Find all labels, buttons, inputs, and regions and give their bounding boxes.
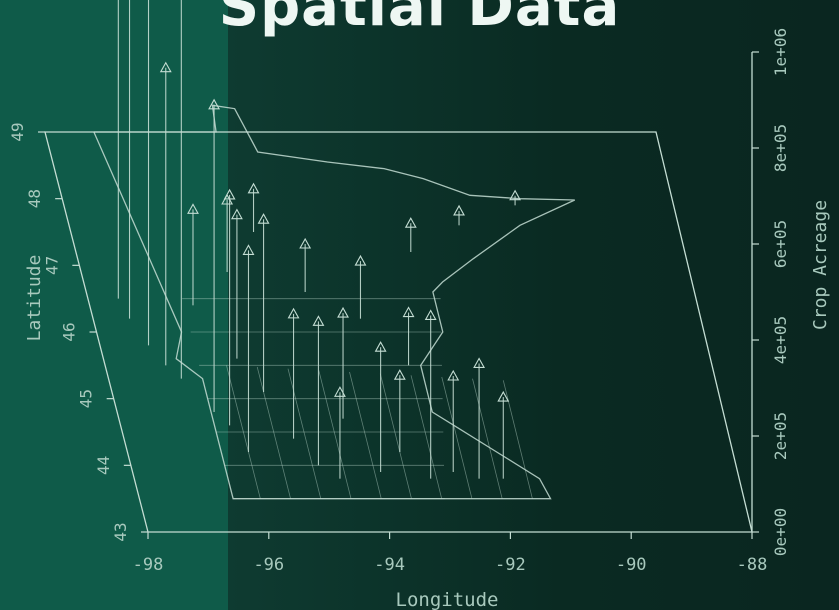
x-axis-label: Longitude (396, 589, 499, 610)
county-gridline (441, 376, 473, 499)
county-gridline (256, 366, 291, 499)
data-marker (337, 306, 349, 318)
data-marker (221, 193, 234, 205)
data-point (334, 386, 346, 479)
county-gridline (472, 378, 503, 499)
data-marker (473, 357, 486, 369)
data-marker (247, 182, 260, 194)
data-point (230, 208, 243, 359)
data-point (299, 237, 312, 292)
background-panel-left (0, 0, 228, 610)
data-point (354, 254, 367, 319)
y-tick-label: 44 (94, 456, 113, 475)
background-panel-right (228, 0, 839, 610)
data-point (374, 341, 387, 472)
chart-title: Spatial Data (218, 0, 621, 39)
county-gridline (318, 370, 352, 499)
z-tick-label: 8e+05 (771, 124, 790, 172)
x-tick-label: -98 (133, 555, 164, 575)
data-point (312, 315, 325, 466)
data-marker (453, 204, 465, 216)
data-marker (208, 98, 221, 110)
data-point (337, 306, 349, 419)
data-marker (424, 309, 437, 321)
data-point (473, 357, 486, 479)
data-point (424, 309, 437, 479)
data-point (393, 369, 406, 452)
county-gridline (226, 365, 261, 499)
data-marker (287, 307, 300, 319)
y-tick-label: 47 (42, 256, 61, 275)
y-tick-label: 46 (60, 322, 79, 341)
data-point (159, 61, 172, 366)
data-point (187, 203, 199, 306)
plot-box (44, 52, 753, 533)
data-point (257, 213, 270, 392)
data-marker (159, 61, 172, 73)
y-tick-label: 45 (77, 389, 96, 408)
data-marker (257, 213, 270, 224)
data-marker (402, 306, 415, 318)
y-axis-label: Latitude (24, 255, 45, 342)
z-axis-label: Crop Acreage (810, 200, 831, 330)
y-tick-label: 48 (25, 189, 44, 208)
data-marker (374, 341, 387, 352)
data-point (447, 369, 460, 472)
z-tick-label: 6e+05 (771, 220, 790, 268)
x-tick-label: -92 (495, 555, 526, 575)
y-tick-label: 49 (8, 122, 27, 141)
data-point (221, 193, 234, 272)
county-gridline (379, 373, 412, 499)
x-tick-label: -88 (737, 555, 768, 575)
z-tick-label: 0e+00 (771, 508, 790, 556)
data-marker (404, 217, 417, 228)
z-tick-label: 1e+06 (771, 28, 790, 76)
data-point (208, 98, 221, 412)
axis-ticks: -98 -96 -94 -92 -90 -88 43 44 45 46 47 48 49 0e+00 2e+… (8, 28, 790, 575)
data-marker (312, 315, 325, 326)
data-point (404, 217, 417, 252)
county-gridline (287, 368, 322, 499)
data-marker (187, 203, 199, 214)
data-point (509, 189, 522, 206)
data-marker (497, 390, 510, 402)
data-marker (242, 244, 255, 255)
data-point (453, 204, 465, 226)
county-gridline (502, 380, 533, 499)
data-point (402, 306, 415, 366)
data-marker (354, 254, 367, 266)
state-boundary (93, 104, 576, 500)
data-marker (230, 208, 243, 220)
data-marker (447, 369, 460, 381)
data-marker (393, 369, 406, 380)
data-marker (334, 386, 346, 397)
data-point (247, 182, 260, 232)
y-tick-label: 43 (111, 522, 130, 541)
data-stems (117, 0, 522, 479)
county-gridline (410, 375, 443, 499)
z-tick-label: 2e+05 (771, 412, 790, 460)
x-tick-label: -96 (253, 555, 284, 575)
data-point (287, 307, 300, 439)
data-marker (299, 237, 312, 249)
data-marker (509, 189, 522, 201)
x-tick-label: -90 (616, 555, 647, 575)
county-gridline (349, 371, 382, 499)
z-tick-label: 4e+05 (771, 316, 790, 364)
data-point (242, 244, 255, 452)
data-point (497, 390, 510, 479)
x-tick-label: -94 (374, 555, 405, 575)
